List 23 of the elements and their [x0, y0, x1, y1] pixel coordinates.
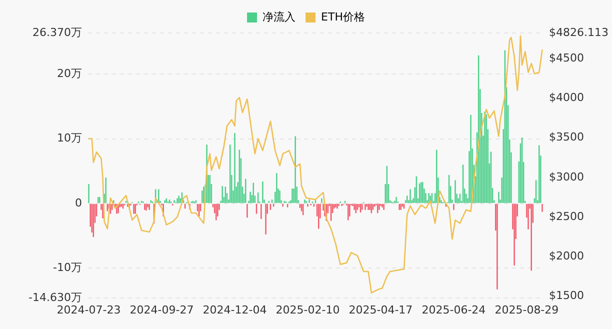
- y-tick-label: 0: [75, 196, 82, 210]
- x-tick-label: 2024-09-27: [130, 303, 194, 316]
- y2-tick-label: $3000: [549, 170, 584, 184]
- x-tick-label: 2025-02-10: [276, 303, 340, 316]
- y-tick-label: 20万: [57, 67, 82, 80]
- x-tick-label: 2025-04-17: [348, 303, 413, 316]
- y2-tick-label: $2500: [549, 210, 584, 223]
- y2-tick-label: $1500: [549, 288, 584, 302]
- legend-label: ETH价格: [321, 10, 365, 24]
- y-tick-label: -10万: [53, 260, 82, 274]
- y2-tick-label: $4000: [549, 91, 584, 104]
- x-tick-label: 2024-12-04: [202, 303, 267, 316]
- x-tick-label: 2024-07-23: [56, 303, 121, 316]
- x-tick-label: 2025-06-24: [422, 303, 486, 316]
- y2-tick-label: $4500: [549, 52, 584, 65]
- y-tick-label: 10万: [57, 132, 82, 145]
- y2-tick-label: $4826.113: [549, 26, 608, 39]
- y-tick-label: 26.370万: [32, 26, 82, 39]
- y-tick-label: -14.630万: [28, 290, 82, 304]
- y2-tick-label: $3500: [549, 130, 584, 144]
- y2-tick-label: $2000: [549, 249, 584, 262]
- x-tick-label: 2025-08-29: [494, 303, 559, 316]
- legend-label: 净流入: [262, 10, 296, 24]
